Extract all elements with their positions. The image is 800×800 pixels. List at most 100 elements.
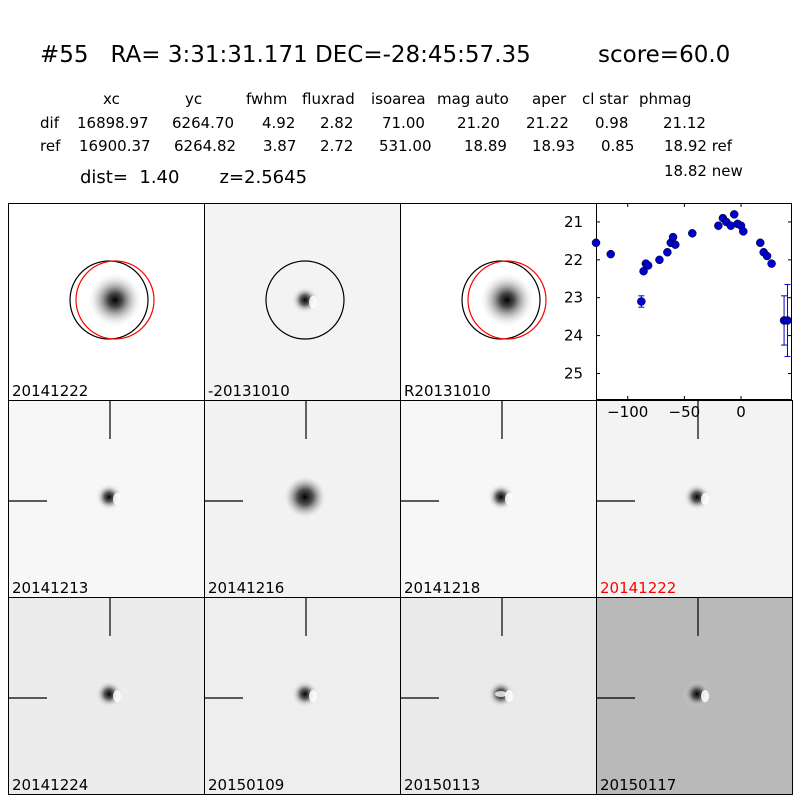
- col-fluxrad: fluxrad: [302, 90, 355, 108]
- dipole-residual: [505, 690, 513, 702]
- data-point: [767, 259, 776, 268]
- aperture-circle-red: [75, 260, 155, 340]
- data-point: [591, 238, 601, 248]
- data-point: [739, 227, 748, 236]
- candidate-title: #55 RA= 3:31:31.171 DEC=-28:45:57.35: [40, 42, 531, 68]
- row-ref-cell: 531.00: [379, 137, 432, 155]
- stamp-panel: 20141222: [596, 400, 793, 598]
- col-mag-auto: mag auto: [437, 90, 509, 108]
- stamp-date-label: 20150113: [404, 776, 481, 794]
- source-blob: [283, 475, 327, 519]
- dipole-residual: [309, 690, 317, 702]
- stamp-image: [265, 260, 345, 340]
- stamp-image: [9, 401, 123, 511]
- stamp-date-label: 20141222: [12, 382, 89, 400]
- data-point: [668, 232, 678, 242]
- new-mag-label: 18.82 new: [664, 162, 743, 180]
- stamp-image: [9, 598, 123, 708]
- row-ref-cell: 18.92 ref: [664, 137, 733, 155]
- row-dif-cell: 16898.97: [77, 114, 149, 132]
- light-curve-svg: 21 22 23 24 25 −100 −50 0: [564, 203, 792, 421]
- data-point: [714, 221, 723, 230]
- stamp-panel: 20141224: [8, 597, 205, 795]
- source-blob: [479, 272, 535, 328]
- light-curve-plot: 21 22 23 24 25 −100 −50 0: [564, 203, 792, 421]
- stamp-date-label: R20131010: [404, 382, 491, 400]
- stamp-date-label: 20141216: [208, 579, 285, 597]
- data-point: [756, 238, 765, 248]
- col-xc: xc: [103, 90, 120, 108]
- data-point: [688, 229, 697, 238]
- row-dif-cell: 0.98: [595, 114, 629, 132]
- source-blob: [87, 272, 143, 328]
- stamp-image: [461, 260, 547, 340]
- row-ref-cell: 6264.82: [174, 137, 237, 155]
- aperture-circle-black: [265, 260, 345, 340]
- stamp-panel: -20131010: [204, 203, 401, 401]
- row-dif-cell: 21.20: [457, 114, 500, 132]
- data-point: [663, 248, 672, 257]
- data-point: [637, 297, 646, 306]
- score-label: score=60.0: [598, 42, 731, 68]
- stamp-panel: 20150109: [204, 597, 401, 795]
- row-dif-cell: 4.92: [262, 114, 296, 132]
- col-aper: aper: [532, 90, 567, 108]
- stamp-image: [597, 598, 711, 708]
- dipole-residual: [701, 690, 709, 702]
- row-ref-cell: 18.89: [464, 137, 507, 155]
- col-fwhm: fwhm: [246, 90, 288, 108]
- data-point: [606, 249, 615, 259]
- aperture-circle-red: [467, 260, 547, 340]
- stamp-image: [205, 598, 319, 708]
- stamp-panel: 20141222: [8, 203, 205, 401]
- y-tick-label: 25: [564, 364, 583, 382]
- stamp-image: [69, 260, 155, 340]
- row-ref-cell: 16900.37: [79, 137, 151, 155]
- row-dif-cell: 21.22: [526, 114, 569, 132]
- y-tick-label: 21: [564, 213, 583, 231]
- col-isoarea: isoarea: [371, 90, 426, 108]
- stamp-panel: 20150113: [400, 597, 597, 795]
- dipole-residual: [309, 296, 317, 308]
- x-tick-label: −50: [669, 403, 701, 421]
- row-ref-cell: 2.72: [320, 137, 354, 155]
- dipole-residual: [113, 493, 121, 505]
- data-point: [671, 240, 680, 249]
- data-point: [783, 316, 792, 325]
- row-dif-cell: 21.12: [663, 114, 706, 132]
- data-point: [762, 251, 772, 261]
- stamp-panel: 20150117: [596, 597, 793, 795]
- dipole-residual: [701, 493, 709, 505]
- data-point: [729, 210, 739, 219]
- stamp-panel: 20141218: [400, 400, 597, 598]
- col-cl-star: cl star: [582, 90, 629, 108]
- row-ref-cell: 18.93: [532, 137, 575, 155]
- stamp-image: [401, 598, 515, 708]
- row-dif-label: dif: [40, 114, 59, 132]
- row-dif-cell: 2.82: [320, 114, 354, 132]
- y-tick-label: 23: [564, 289, 583, 307]
- stamp-panel: 20141216: [204, 400, 401, 598]
- row-ref-cell: 0.85: [601, 137, 635, 155]
- stamp-date-label: 20150117: [600, 776, 677, 794]
- row-ref-label: ref: [40, 137, 61, 155]
- stamp-panel: R20131010: [400, 203, 597, 401]
- stamp-panel: 20141213: [8, 400, 205, 598]
- row-ref-cell: 3.87: [263, 137, 297, 155]
- stamp-date-label: 20141218: [404, 579, 481, 597]
- data-point: [655, 255, 664, 265]
- stamp-date-label: 20141213: [12, 579, 89, 597]
- col-yc: yc: [185, 90, 203, 108]
- dist-redshift-label: dist= 1.40 z=2.5645: [80, 167, 308, 188]
- stamp-date-label: 20141222: [600, 579, 677, 597]
- y-tick-label: 22: [564, 251, 583, 269]
- y-tick-label: 24: [564, 327, 583, 345]
- stamp-image: [597, 401, 711, 511]
- col-phmag: phmag: [639, 90, 692, 108]
- row-dif-cell: 71.00: [382, 114, 425, 132]
- row-dif-cell: 6264.70: [172, 114, 235, 132]
- dipole-residual: [113, 690, 121, 702]
- stamp-image: [205, 401, 327, 519]
- stamp-date-label: 20150109: [208, 776, 285, 794]
- stamp-image: [401, 401, 515, 511]
